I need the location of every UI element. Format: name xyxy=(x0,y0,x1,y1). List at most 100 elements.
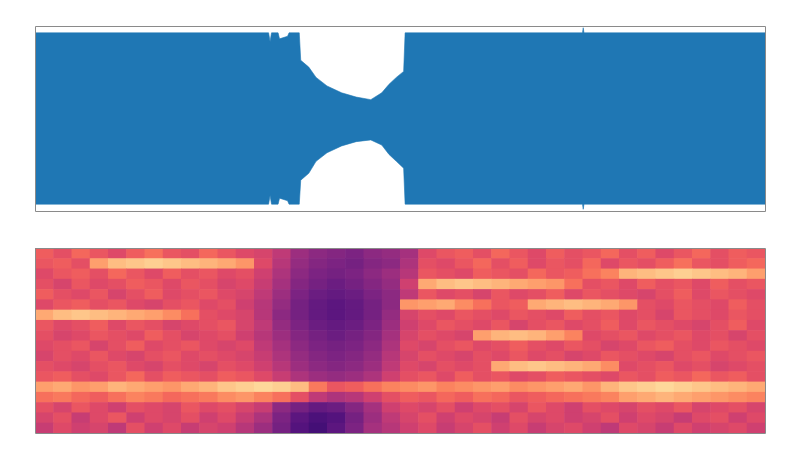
cell xyxy=(564,320,583,331)
cell xyxy=(90,279,109,290)
cell xyxy=(35,320,54,331)
cell xyxy=(53,351,72,362)
axis-line xyxy=(35,249,36,434)
cell xyxy=(254,279,273,290)
cell xyxy=(510,248,529,259)
cell xyxy=(637,402,656,413)
cell xyxy=(619,392,638,403)
axis-line xyxy=(765,249,766,434)
cell xyxy=(473,371,492,382)
cell xyxy=(747,299,765,310)
cell xyxy=(236,258,255,269)
cell xyxy=(382,330,401,341)
cell xyxy=(637,423,656,433)
cell xyxy=(90,423,109,433)
cell xyxy=(35,258,54,269)
cell xyxy=(400,392,419,403)
cell xyxy=(382,392,401,403)
cell xyxy=(473,248,492,259)
cell xyxy=(710,320,729,331)
cell xyxy=(126,330,145,341)
cell xyxy=(35,423,54,433)
cell xyxy=(90,299,109,310)
cell xyxy=(309,258,328,269)
cell xyxy=(692,392,711,403)
cell xyxy=(90,310,109,321)
cell xyxy=(272,289,291,300)
cell xyxy=(528,382,547,393)
cell xyxy=(199,392,218,403)
cell xyxy=(729,330,748,341)
cell xyxy=(236,248,255,259)
cell xyxy=(601,371,620,382)
cell xyxy=(72,341,91,352)
cell xyxy=(327,299,346,310)
cell xyxy=(345,402,364,413)
cell xyxy=(199,289,218,300)
cell xyxy=(564,289,583,300)
cell xyxy=(72,402,91,413)
cell xyxy=(126,289,145,300)
cell xyxy=(564,392,583,403)
cell xyxy=(510,279,529,290)
cell xyxy=(272,351,291,362)
cell xyxy=(619,289,638,300)
cell xyxy=(473,320,492,331)
cell xyxy=(455,289,474,300)
cell xyxy=(291,382,310,393)
cell xyxy=(364,361,383,372)
cell xyxy=(145,299,164,310)
cell xyxy=(710,289,729,300)
cell xyxy=(126,341,145,352)
cell xyxy=(254,320,273,331)
cell xyxy=(619,248,638,259)
cell xyxy=(674,412,693,423)
cell xyxy=(72,299,91,310)
cell xyxy=(236,423,255,433)
cell xyxy=(418,299,437,310)
cell xyxy=(236,330,255,341)
cell xyxy=(181,248,200,259)
cell xyxy=(199,351,218,362)
cell xyxy=(291,423,310,433)
cell xyxy=(418,310,437,321)
cell xyxy=(637,382,656,393)
cell xyxy=(163,402,182,413)
cell xyxy=(35,361,54,372)
cell xyxy=(418,402,437,413)
cell xyxy=(35,299,54,310)
cell xyxy=(710,423,729,433)
cell xyxy=(181,423,200,433)
cell xyxy=(345,320,364,331)
cell xyxy=(656,402,675,413)
cell xyxy=(491,320,510,331)
cell xyxy=(601,382,620,393)
cell xyxy=(674,402,693,413)
cell xyxy=(327,371,346,382)
cell xyxy=(400,258,419,269)
cell xyxy=(181,258,200,269)
cell xyxy=(601,320,620,331)
cell xyxy=(291,392,310,403)
cell xyxy=(35,310,54,321)
cell xyxy=(491,310,510,321)
cell xyxy=(382,371,401,382)
cell xyxy=(418,351,437,362)
cell xyxy=(126,310,145,321)
cell xyxy=(126,392,145,403)
cell xyxy=(291,258,310,269)
cell xyxy=(163,382,182,393)
cell xyxy=(218,310,237,321)
cell xyxy=(199,258,218,269)
cell xyxy=(272,392,291,403)
cell xyxy=(163,289,182,300)
plot-area xyxy=(35,28,765,210)
panel-0 xyxy=(35,27,766,212)
cell xyxy=(53,330,72,341)
cell xyxy=(126,269,145,280)
cell xyxy=(291,310,310,321)
cell xyxy=(491,402,510,413)
cell xyxy=(729,289,748,300)
cell xyxy=(400,402,419,413)
cell xyxy=(491,392,510,403)
